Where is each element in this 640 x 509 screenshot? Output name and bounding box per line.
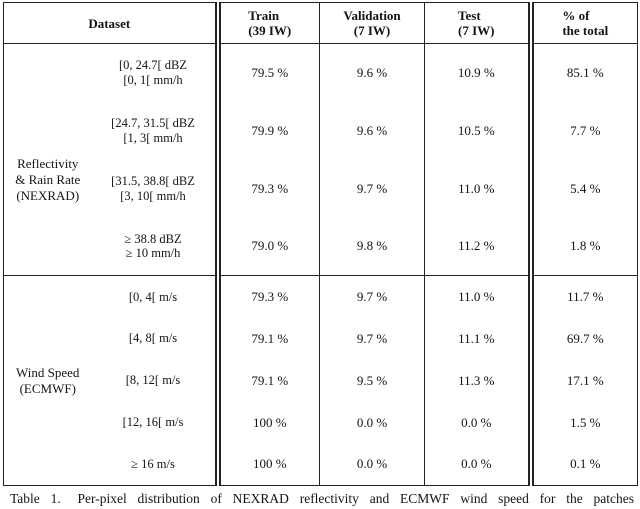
range-line: [4, 8[ m/s [128,331,178,346]
range-line: ≥ 38.8 dBZ [124,231,182,246]
group-line: Reflectivity [17,155,79,171]
range-cell: [0, 4[ m/s [91,275,221,318]
range-line: [0, 4[ m/s [128,289,178,304]
distribution-table: Dataset Train (39 IW) Validation (7 IW) … [3,2,639,486]
test-value: 10.5 % [424,101,534,160]
test-value: 0.0 % [424,443,534,486]
train-value: 79.3 % [217,275,321,318]
group-line: (ECMWF) [19,380,76,396]
train-value: 79.5 % [217,43,321,102]
dataset-group-ecmwf: Wind Speed (ECMWF) [3,275,92,486]
total-value: 17.1 % [566,372,604,388]
train-value: 100 % [217,401,321,444]
header-line: (7 IW) [353,23,391,38]
train-value: 79.1 % [217,317,321,360]
validation-value: 9.7 % [319,317,426,360]
test-value: 10.9 % [424,43,534,102]
caption-text: Per-pixel distribution of NEXRAD reflect… [77,491,634,506]
range-line: [3, 10[ mm/h [120,188,186,203]
test-value: 11.1 % [424,317,534,360]
validation-value: 9.8 % [319,217,426,276]
range-line: [8, 12[ m/s [125,373,181,388]
header-line: Train [248,8,280,23]
column-header-validation: Validation (7 IW) [319,2,426,44]
range-line: [0, 1[ mm/h [123,72,183,87]
table-row: [8, 12[ m/s 79.1 % 9.5 % 11.3 % 17.1 % [4,359,638,402]
range-cell: [4, 8[ m/s [91,317,221,360]
total-value: 5.4 % [570,180,601,196]
test-value: 11.0 % [424,159,534,218]
header-line: Validation [343,8,401,23]
range-cell: [0, 24.7[ dBZ [0, 1[ mm/h [91,43,221,102]
total-value: 69.7 % [566,330,604,346]
column-header-test: Test (7 IW) [424,2,534,44]
range-line: [24.7, 31.5[ dBZ [111,116,195,130]
group-line: (NEXRAD) [16,187,80,203]
caption-label: Table 1. [10,491,61,506]
header-row: Dataset Train (39 IW) Validation (7 IW) … [3,2,638,44]
total-value: 1.5 % [570,414,601,430]
validation-value: 9.6 % [319,101,426,160]
range-line: [12, 16[ m/s [122,415,184,430]
total-value: 7.7 % [570,122,601,138]
table-row: [4, 8[ m/s 79.1 % 9.7 % 11.1 % 69.7 % [4,317,638,360]
column-header-train: Train (39 IW) [217,2,321,44]
header-line: (7 IW) [458,23,495,38]
train-value: 79.0 % [217,217,321,276]
validation-value: 0.0 % [319,443,426,486]
table-row: [31.5, 38.8[ dBZ [3, 10[ mm/h 79.3 % 9.7… [4,159,638,218]
table-row: ≥ 16 m/s 100 % 0.0 % 0.0 % 0.1 % [4,443,638,486]
total-value: 1.8 % [570,238,601,254]
train-value: 79.1 % [217,359,321,402]
validation-value: 9.7 % [319,159,426,218]
range-cell: ≥ 38.8 dBZ ≥ 10 mm/h [91,217,221,276]
table-caption: Table 1. Per-pixel distribution of NEXRA… [10,491,634,506]
column-header-total: % of the total [530,2,638,44]
range-cell: [31.5, 38.8[ dBZ [3, 10[ mm/h [91,159,221,218]
train-value: 100 % [217,443,321,486]
header-line: Test [458,8,481,23]
range-line: [1, 3[ mm/h [123,130,183,145]
validation-value: 9.6 % [319,43,426,102]
group-line: Wind Speed [16,364,80,380]
total-value: 85.1 % [566,64,604,80]
validation-value: 9.5 % [319,359,426,402]
header-line: (39 IW) [248,23,292,38]
table-row: ≥ 38.8 dBZ ≥ 10 mm/h 79.0 % 9.8 % 11.2 %… [4,217,638,276]
table-row: [24.7, 31.5[ dBZ [1, 3[ mm/h 79.9 % 9.6 … [4,101,638,160]
test-value: 0.0 % [424,401,534,444]
header-line: % of [562,8,590,23]
dataset-group-nexrad: Reflectivity & Rain Rate (NEXRAD) [4,44,92,276]
table-row: [12, 16[ m/s 100 % 0.0 % 0.0 % 1.5 % [4,401,638,444]
train-value: 79.3 % [217,159,321,218]
header-line: the total [562,23,609,38]
range-line: ≥ 10 mm/h [125,246,181,261]
range-cell: [12, 16[ m/s [91,401,221,444]
range-cell: [24.7, 31.5[ dBZ [1, 3[ mm/h [91,101,221,160]
group-line: & Rain Rate [15,171,81,187]
range-line: [0, 24.7[ dBZ [118,58,188,73]
total-value: 11.7 % [530,275,638,318]
validation-value: 0.0 % [319,401,426,444]
test-value: 11.0 % [424,275,534,318]
validation-value: 9.7 % [319,275,426,318]
range-line: ≥ 16 m/s [131,457,175,471]
test-value: 11.2 % [424,217,534,276]
total-value: 0.1 % [570,456,601,472]
range-line: [31.5, 38.8[ dBZ [111,174,195,188]
range-cell: ≥ 16 m/s [91,443,221,486]
table-row: Reflectivity & Rain Rate (NEXRAD) [0, 24… [4,43,638,203]
test-value: 11.3 % [424,359,534,402]
range-cell: [8, 12[ m/s [91,359,221,402]
column-header-dataset: Dataset [3,2,221,44]
train-value: 79.9 % [217,101,321,160]
table-row: Wind Speed (ECMWF) [0, 4[ m/s 79.3 % 9.7… [3,275,638,486]
